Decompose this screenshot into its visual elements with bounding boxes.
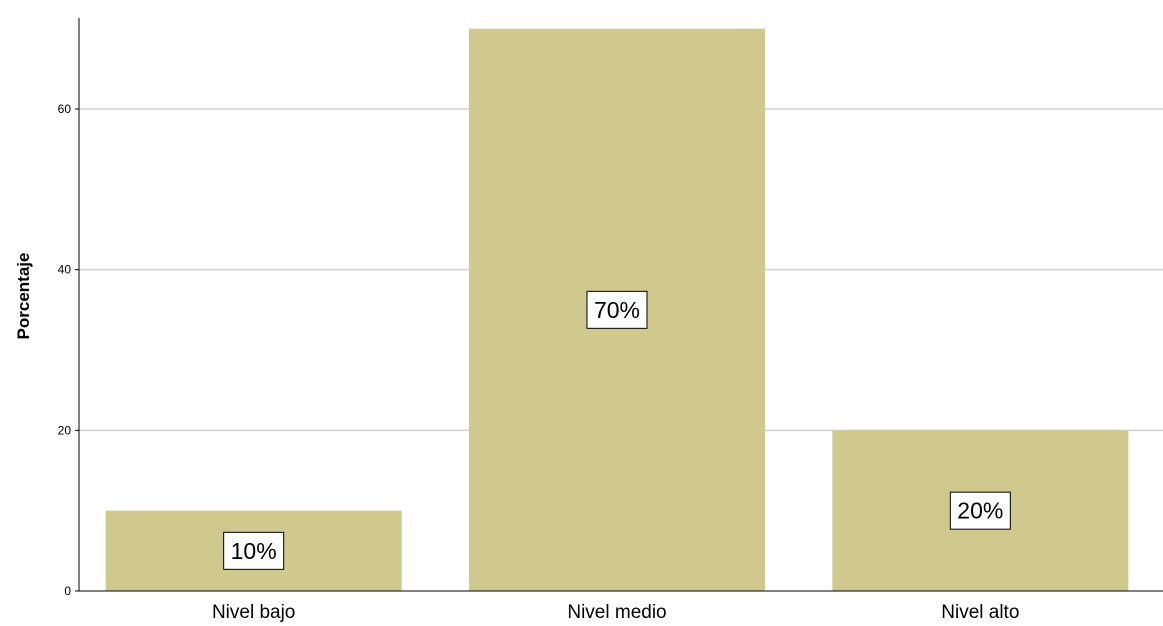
bars <box>105 28 1129 591</box>
x-category-label-nivel-bajo: Nivel bajo <box>212 602 295 623</box>
axes <box>78 18 1163 592</box>
data-label-box <box>586 290 648 329</box>
data-label-text: 20% <box>957 498 1003 524</box>
x-category-label-nivel-alto: Nivel alto <box>941 602 1019 623</box>
data-label-nivel-bajo: 10% <box>223 531 285 570</box>
data-label-nivel-alto: 20% <box>949 491 1011 530</box>
y-tick-label-20: 20 <box>58 423 72 437</box>
y-tick-labels: 0 20 40 60 <box>58 102 79 598</box>
x-category-label-nivel-medio: Nivel medio <box>567 602 666 623</box>
y-tick-label-40: 40 <box>58 263 72 277</box>
data-label-nivel-medio: 70% <box>586 290 648 329</box>
data-label-box <box>223 531 285 570</box>
data-label-text: 70% <box>594 297 640 323</box>
y-tick-label-0: 0 <box>64 584 71 598</box>
y-tick-label-60: 60 <box>58 102 72 116</box>
x-category-labels: Nivel bajo Nivel medio Nivel alto <box>212 602 1019 623</box>
data-label-text: 10% <box>231 538 277 564</box>
y-axis-title: Porcentaje <box>14 253 33 340</box>
data-label-box <box>949 491 1011 530</box>
data-labels: 10% 70% 20% <box>223 290 1011 570</box>
